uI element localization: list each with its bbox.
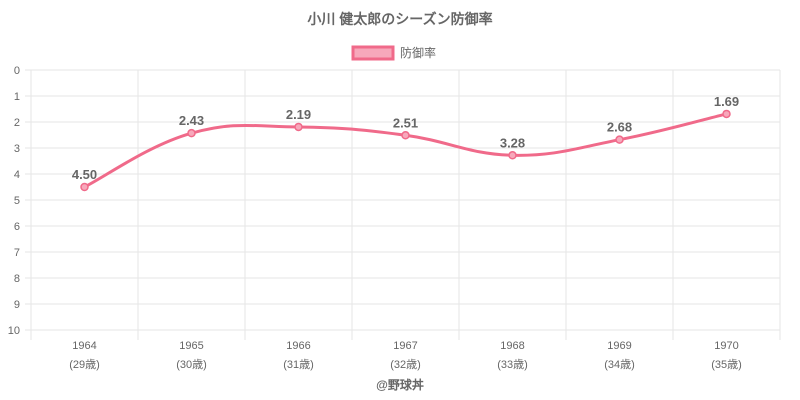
data-point (615, 135, 624, 144)
data-point (294, 122, 303, 132)
data-point (80, 182, 89, 192)
x-tick-label: 1967 (393, 340, 417, 352)
data-label: 3.28 (500, 135, 525, 150)
legend-label: 防御率 (400, 45, 436, 60)
data-label: 1.69 (714, 94, 739, 109)
y-tick-label: 10 (8, 325, 20, 337)
x-tick-sublabel: (31歳) (283, 358, 314, 371)
chart-title: 小川 健太郎のシーズン防御率 (307, 11, 492, 27)
grid (25, 69, 781, 340)
data-label: 2.19 (286, 107, 311, 122)
series-line (80, 109, 731, 192)
footer-credit: @野球丼 (376, 377, 424, 392)
y-tick-label: 9 (14, 299, 20, 311)
data-label: 2.43 (179, 113, 204, 128)
data-point (187, 128, 196, 138)
x-tick-sublabel: (34歳) (604, 358, 635, 371)
legend-swatch (351, 45, 395, 61)
x-tick-sublabel: (35歳) (711, 358, 742, 371)
x-tick-label: 1965 (179, 340, 203, 352)
legend[interactable]: 防御率 (351, 45, 436, 61)
data-labels: 4.50 2.43 2.19 2.51 3.28 2.68 1.69 (72, 94, 739, 182)
data-label: 2.68 (607, 120, 632, 135)
y-axis: 0 1 2 3 4 5 6 7 8 9 10 (8, 65, 20, 337)
x-tick-label: 1964 (72, 340, 96, 352)
data-label: 2.51 (393, 115, 418, 130)
y-tick-label: 5 (14, 195, 20, 207)
data-point (401, 131, 410, 140)
x-tick-sublabel: (29歳) (69, 358, 100, 371)
y-tick-label: 2 (14, 117, 20, 129)
x-tick-label: 1968 (500, 340, 524, 352)
x-tick-sublabel: (30歳) (176, 358, 207, 371)
y-tick-label: 0 (14, 65, 20, 77)
x-tick-label: 1966 (286, 340, 310, 352)
x-axis: 1964 (29歳) 1965 (30歳) 1966 (31歳) 1967 (32歳) 1968… (69, 340, 742, 371)
x-tick-label: 1970 (714, 340, 738, 352)
y-tick-label: 3 (14, 143, 20, 155)
y-tick-label: 1 (14, 91, 20, 103)
x-tick-label: 1969 (607, 340, 631, 352)
x-tick-sublabel: (33歳) (497, 358, 528, 371)
y-tick-label: 4 (14, 169, 20, 181)
x-tick-sublabel: (32歳) (390, 358, 421, 371)
y-tick-label: 7 (14, 247, 20, 259)
y-tick-label: 6 (14, 221, 20, 233)
y-tick-label: 8 (14, 273, 20, 285)
data-label: 4.50 (72, 167, 97, 182)
data-point (508, 151, 517, 160)
data-point (722, 109, 731, 119)
